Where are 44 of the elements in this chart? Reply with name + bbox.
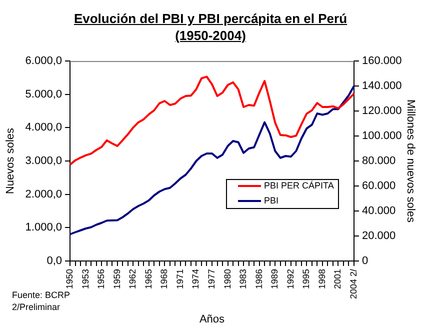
y2-tick-label: 100.000 [362,130,402,142]
chart-title: Evolución del PBI y PBI percápita en el Perú [72,10,348,27]
x-tick-label: 1986 [254,269,264,290]
y2-tick-label: 0 [362,255,368,268]
y2-axis-title: Millones de nuevos soles [404,100,416,223]
x-tick-label: 1977 [206,269,216,290]
x-tick-label: 1950 [64,269,74,290]
y-tick-label: 4.000,0 [25,122,62,134]
y2-tick-label: 60.000 [362,180,396,192]
x-axis-title: Años [199,313,226,326]
x-tick-label: 1998 [316,269,327,290]
y2-tick-label: 40.000 [362,205,396,218]
y2-tick-label: 120.000 [362,105,402,118]
y-tick-label: 1.000,0 [25,222,62,234]
y-tick-label: 6.000,0 [25,55,62,68]
x-tick-label: 1974 [190,269,201,290]
text: 2/Preliminar [12,302,60,312]
x-tick-label: 1959 [112,269,122,290]
x-tick-label: 1968 [159,269,170,290]
y-axis-title: Nuevos soles [4,127,17,194]
chart-subtitle: (1950-2004) [174,27,247,44]
y2-tick-label: 80.000 [362,155,396,168]
y2-tick-label: 140.000 [362,80,402,92]
x-tick-label: 1965 [143,269,154,290]
x-tick-label: 2001 [332,269,343,290]
y-tick-label: 3.000,0 [25,155,62,168]
legend-label: PBI [264,195,279,206]
x-tick-label: 1962 [128,269,138,290]
x-tick-label: 1956 [96,269,106,290]
x-tick-label: 1971 [174,269,185,290]
legend-label: PBI PER CÁPITA [264,180,334,190]
y-tick-label: 0,0 [46,255,62,268]
y2-tick-label: 160.000 [362,55,402,68]
x-tick-label: 1995 [301,269,312,290]
source-note: Fuente: BCRP [12,290,70,300]
x-tick-label: 1992 [285,269,296,290]
x-tick-label: 1980 [222,269,232,290]
x-tick-label: 1953 [80,269,90,290]
x-tick-label: 2004 2/ [348,268,358,300]
y2-tick-label: 20.000 [362,230,396,242]
x-tick-label: 1989 [270,269,280,290]
y-tick-label: 2.000,0 [25,188,62,200]
x-tick-label: 1983 [238,269,248,290]
y-tick-label: 5.000,0 [25,88,62,100]
